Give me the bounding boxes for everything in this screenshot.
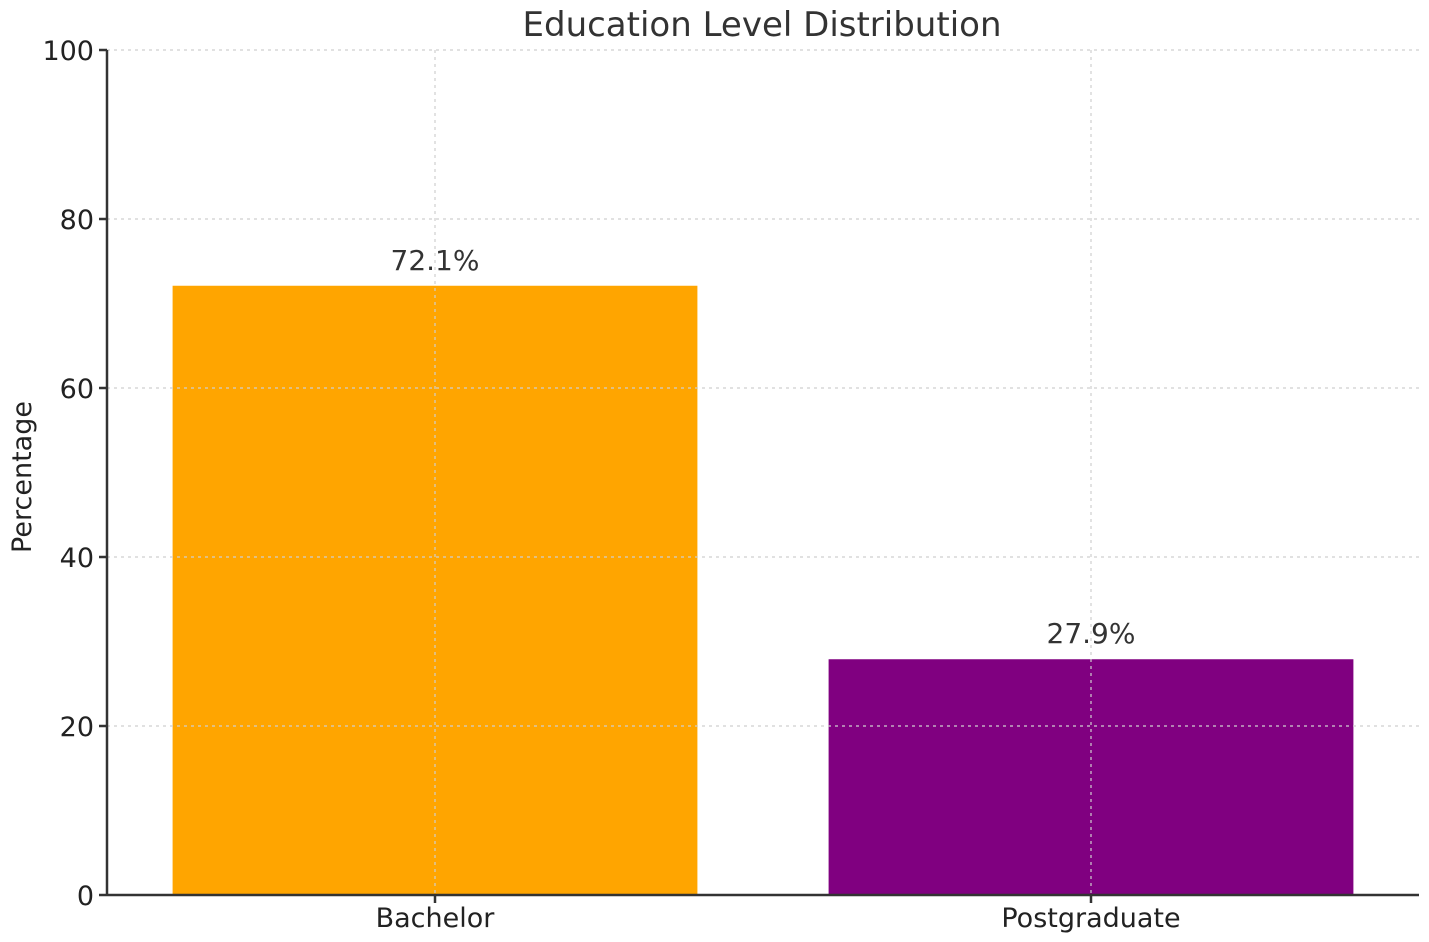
x-tick-label: Bachelor (376, 903, 496, 934)
y-tick-label: 20 (60, 712, 94, 743)
tick-labels: 0 20 40 60 80 100 Bachelor Postgraduate (42, 36, 1180, 934)
data-label-postgraduate: 27.9% (1047, 617, 1136, 650)
y-tick-label: 60 (60, 374, 94, 405)
y-tick-label: 40 (60, 543, 94, 574)
y-tick-label: 80 (60, 205, 94, 236)
data-label-bachelor: 72.1% (391, 244, 480, 277)
chart-title: Education Level Distribution (523, 5, 1002, 45)
x-tick-label: Postgraduate (1001, 903, 1180, 934)
y-tick-label: 100 (42, 36, 94, 67)
axes (99, 48, 1419, 903)
y-axis-label: Percentage (7, 401, 38, 553)
grid-lines (107, 49, 1419, 895)
bars (172, 285, 1354, 895)
data-labels: 72.1% 27.9% (391, 244, 1136, 650)
y-tick-label: 0 (77, 881, 94, 912)
